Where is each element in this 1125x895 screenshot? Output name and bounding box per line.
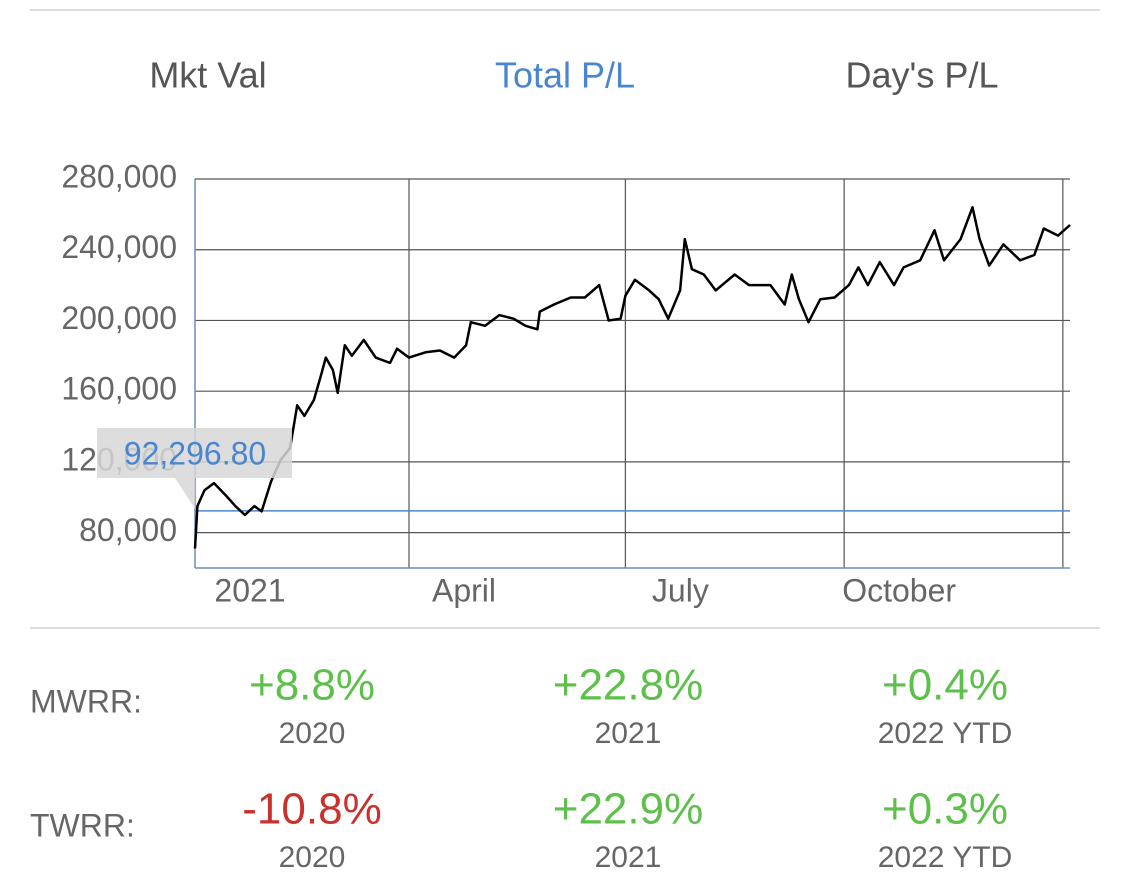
stat-period: 2022 YTD [878,717,1013,750]
stat-value: -10.8% [242,785,381,834]
stat-period: 2021 [595,841,662,874]
stat-value: +0.4% [882,661,1008,710]
stat-value: +8.8% [249,661,375,710]
y-tick-label: 240,000 [61,229,177,265]
x-tick-label: July [652,572,709,608]
tooltip-box [97,428,292,509]
stat-label: MWRR: [30,683,142,719]
stat-period: 2020 [279,717,346,750]
stat-value: +22.9% [553,785,703,834]
stat-value: +22.8% [553,661,703,710]
stat-period: 2021 [595,717,662,750]
stat-label: TWRR: [30,807,135,843]
y-tick-label: 80,000 [79,512,177,548]
x-tick-label: 2021 [214,572,285,608]
y-tick-label: 200,000 [61,300,177,336]
y-tick-label: 160,000 [61,371,177,407]
price-line [193,206,1071,549]
stat-period: 2022 YTD [878,841,1013,874]
stat-value: +0.3% [882,785,1008,834]
tab[interactable]: Total P/L [495,55,635,96]
y-tick-label: 280,000 [61,158,177,194]
tab[interactable]: Mkt Val [149,55,266,96]
tab[interactable]: Day's P/L [846,55,999,96]
stat-period: 2020 [279,841,346,874]
tooltip-label: 92,296.80 [124,435,266,471]
x-tick-label: October [842,572,956,608]
x-tick-label: April [432,572,496,608]
